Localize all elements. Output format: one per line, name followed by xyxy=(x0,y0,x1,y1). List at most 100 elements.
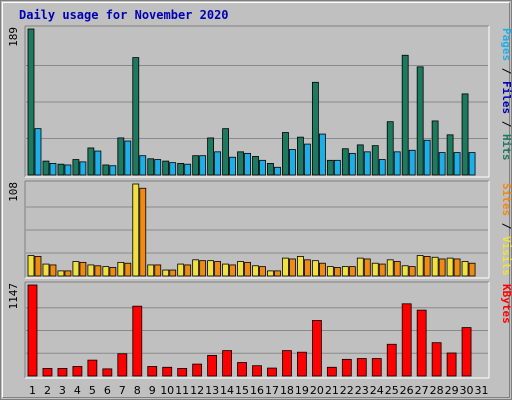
bar-visits-22 xyxy=(341,266,349,277)
bar-kbytes-11 xyxy=(177,368,188,377)
bar-sites-6 xyxy=(109,267,117,277)
bar-sites-29 xyxy=(453,258,461,277)
bar-visits-16 xyxy=(252,265,259,277)
bar-hits-12 xyxy=(192,155,200,176)
bar-kbytes-10 xyxy=(162,366,173,377)
bar-files-1 xyxy=(34,128,42,176)
bar-kbytes-9 xyxy=(147,366,158,377)
bar-files-12 xyxy=(199,155,207,176)
chart-title: Daily usage for November 2020 xyxy=(19,8,229,22)
bar-sites-4 xyxy=(79,261,87,277)
x-tick-23: 23 xyxy=(355,384,369,397)
bar-files-17 xyxy=(274,166,281,176)
bar-hits-14 xyxy=(222,128,229,176)
bar-hits-15 xyxy=(237,151,244,176)
bar-sites-27 xyxy=(423,256,431,277)
bar-kbytes-20 xyxy=(311,320,322,377)
x-tick-22: 22 xyxy=(340,384,354,397)
bar-visits-4 xyxy=(72,261,80,277)
bar-hits-8 xyxy=(132,57,140,176)
bar-kbytes-15 xyxy=(237,362,247,377)
bar-sites-2 xyxy=(49,264,57,277)
visits-panel: 108 Sites / Visits xyxy=(7,180,512,279)
bar-sites-18 xyxy=(289,258,296,277)
bar-hits-3 xyxy=(57,163,65,176)
bar-sites-10 xyxy=(169,269,177,277)
bar-kbytes-6 xyxy=(102,368,113,377)
bar-sites-1 xyxy=(34,256,42,277)
bar-kbytes-4 xyxy=(72,366,83,377)
bar-hits-9 xyxy=(147,158,155,176)
x-tick-15: 15 xyxy=(235,384,249,397)
bar-files-14 xyxy=(229,156,236,176)
legend-entry-0: Pages xyxy=(500,28,512,61)
bar-visits-9 xyxy=(147,264,155,277)
bar-kbytes-3 xyxy=(57,368,68,377)
bar-sites-7 xyxy=(124,262,132,277)
max-value-label: 189 xyxy=(7,27,20,47)
x-tick-1: 1 xyxy=(29,384,36,397)
bar-kbytes-23 xyxy=(356,358,367,377)
legend-entry-0: KBytes xyxy=(500,284,512,324)
x-tick-9: 9 xyxy=(149,384,156,397)
x-tick-4: 4 xyxy=(74,384,81,397)
bar-sites-25 xyxy=(393,261,401,277)
bar-files-22 xyxy=(348,152,356,176)
bar-sites-26 xyxy=(408,266,416,277)
bar-kbytes-5 xyxy=(87,359,98,377)
legend: Pages / Files / Hits xyxy=(500,28,512,161)
bar-files-30 xyxy=(468,152,476,176)
bar-files-7 xyxy=(124,140,132,176)
bar-files-20 xyxy=(318,133,326,176)
bar-visits-12 xyxy=(192,259,200,277)
bar-visits-20 xyxy=(311,260,319,277)
bar-sites-5 xyxy=(94,265,102,277)
bar-visits-13 xyxy=(207,260,215,277)
bar-files-5 xyxy=(94,150,102,176)
bar-kbytes-22 xyxy=(341,358,352,377)
bar-kbytes-13 xyxy=(207,354,218,377)
bar-hits-22 xyxy=(341,148,349,176)
x-tick-31: 31 xyxy=(475,384,489,397)
bar-sites-17 xyxy=(274,270,281,277)
bar-kbytes-2 xyxy=(42,368,53,377)
bar-files-3 xyxy=(64,164,72,176)
legend-entry-0: Sites xyxy=(500,183,512,216)
bar-hits-30 xyxy=(461,93,469,176)
bar-visits-7 xyxy=(117,261,125,277)
bar-visits-27 xyxy=(416,255,424,277)
bar-kbytes-1 xyxy=(27,284,38,377)
bar-sites-15 xyxy=(244,261,251,277)
bar-hits-19 xyxy=(297,136,304,176)
bar-hits-5 xyxy=(87,147,95,176)
bar-kbytes-27 xyxy=(416,309,427,377)
bar-hits-2 xyxy=(42,160,50,176)
x-tick-11: 11 xyxy=(175,384,189,397)
bar-sites-11 xyxy=(184,264,192,277)
bar-hits-25 xyxy=(386,121,394,176)
bar-kbytes-8 xyxy=(132,305,143,377)
bar-hits-11 xyxy=(177,163,185,176)
bar-hits-27 xyxy=(416,66,424,176)
legend-entry-1: / xyxy=(500,61,512,81)
x-tick-labels: 1 2 3 4 5 6 7 8 9 10 11 12 13 14 15 16 17 18 19 20 21 22 23 24 2… xyxy=(29,384,489,397)
x-tick-7: 7 xyxy=(119,384,126,397)
bar-files-11 xyxy=(184,163,192,176)
bar-visits-17 xyxy=(267,270,274,277)
x-tick-12: 12 xyxy=(190,384,204,397)
bar-visits-24 xyxy=(371,262,379,277)
x-tick-18: 18 xyxy=(280,384,294,397)
x-tick-17: 17 xyxy=(265,384,279,397)
bar-files-24 xyxy=(378,159,386,176)
bar-hits-7 xyxy=(117,137,125,176)
bar-sites-22 xyxy=(348,266,356,277)
bar-visits-26 xyxy=(401,265,409,277)
bar-hits-23 xyxy=(356,144,364,176)
bar-sites-9 xyxy=(154,264,162,277)
bar-visits-10 xyxy=(162,269,170,277)
bar-files-8 xyxy=(139,155,147,176)
x-tick-10: 10 xyxy=(160,384,174,397)
bar-sites-16 xyxy=(259,266,266,277)
